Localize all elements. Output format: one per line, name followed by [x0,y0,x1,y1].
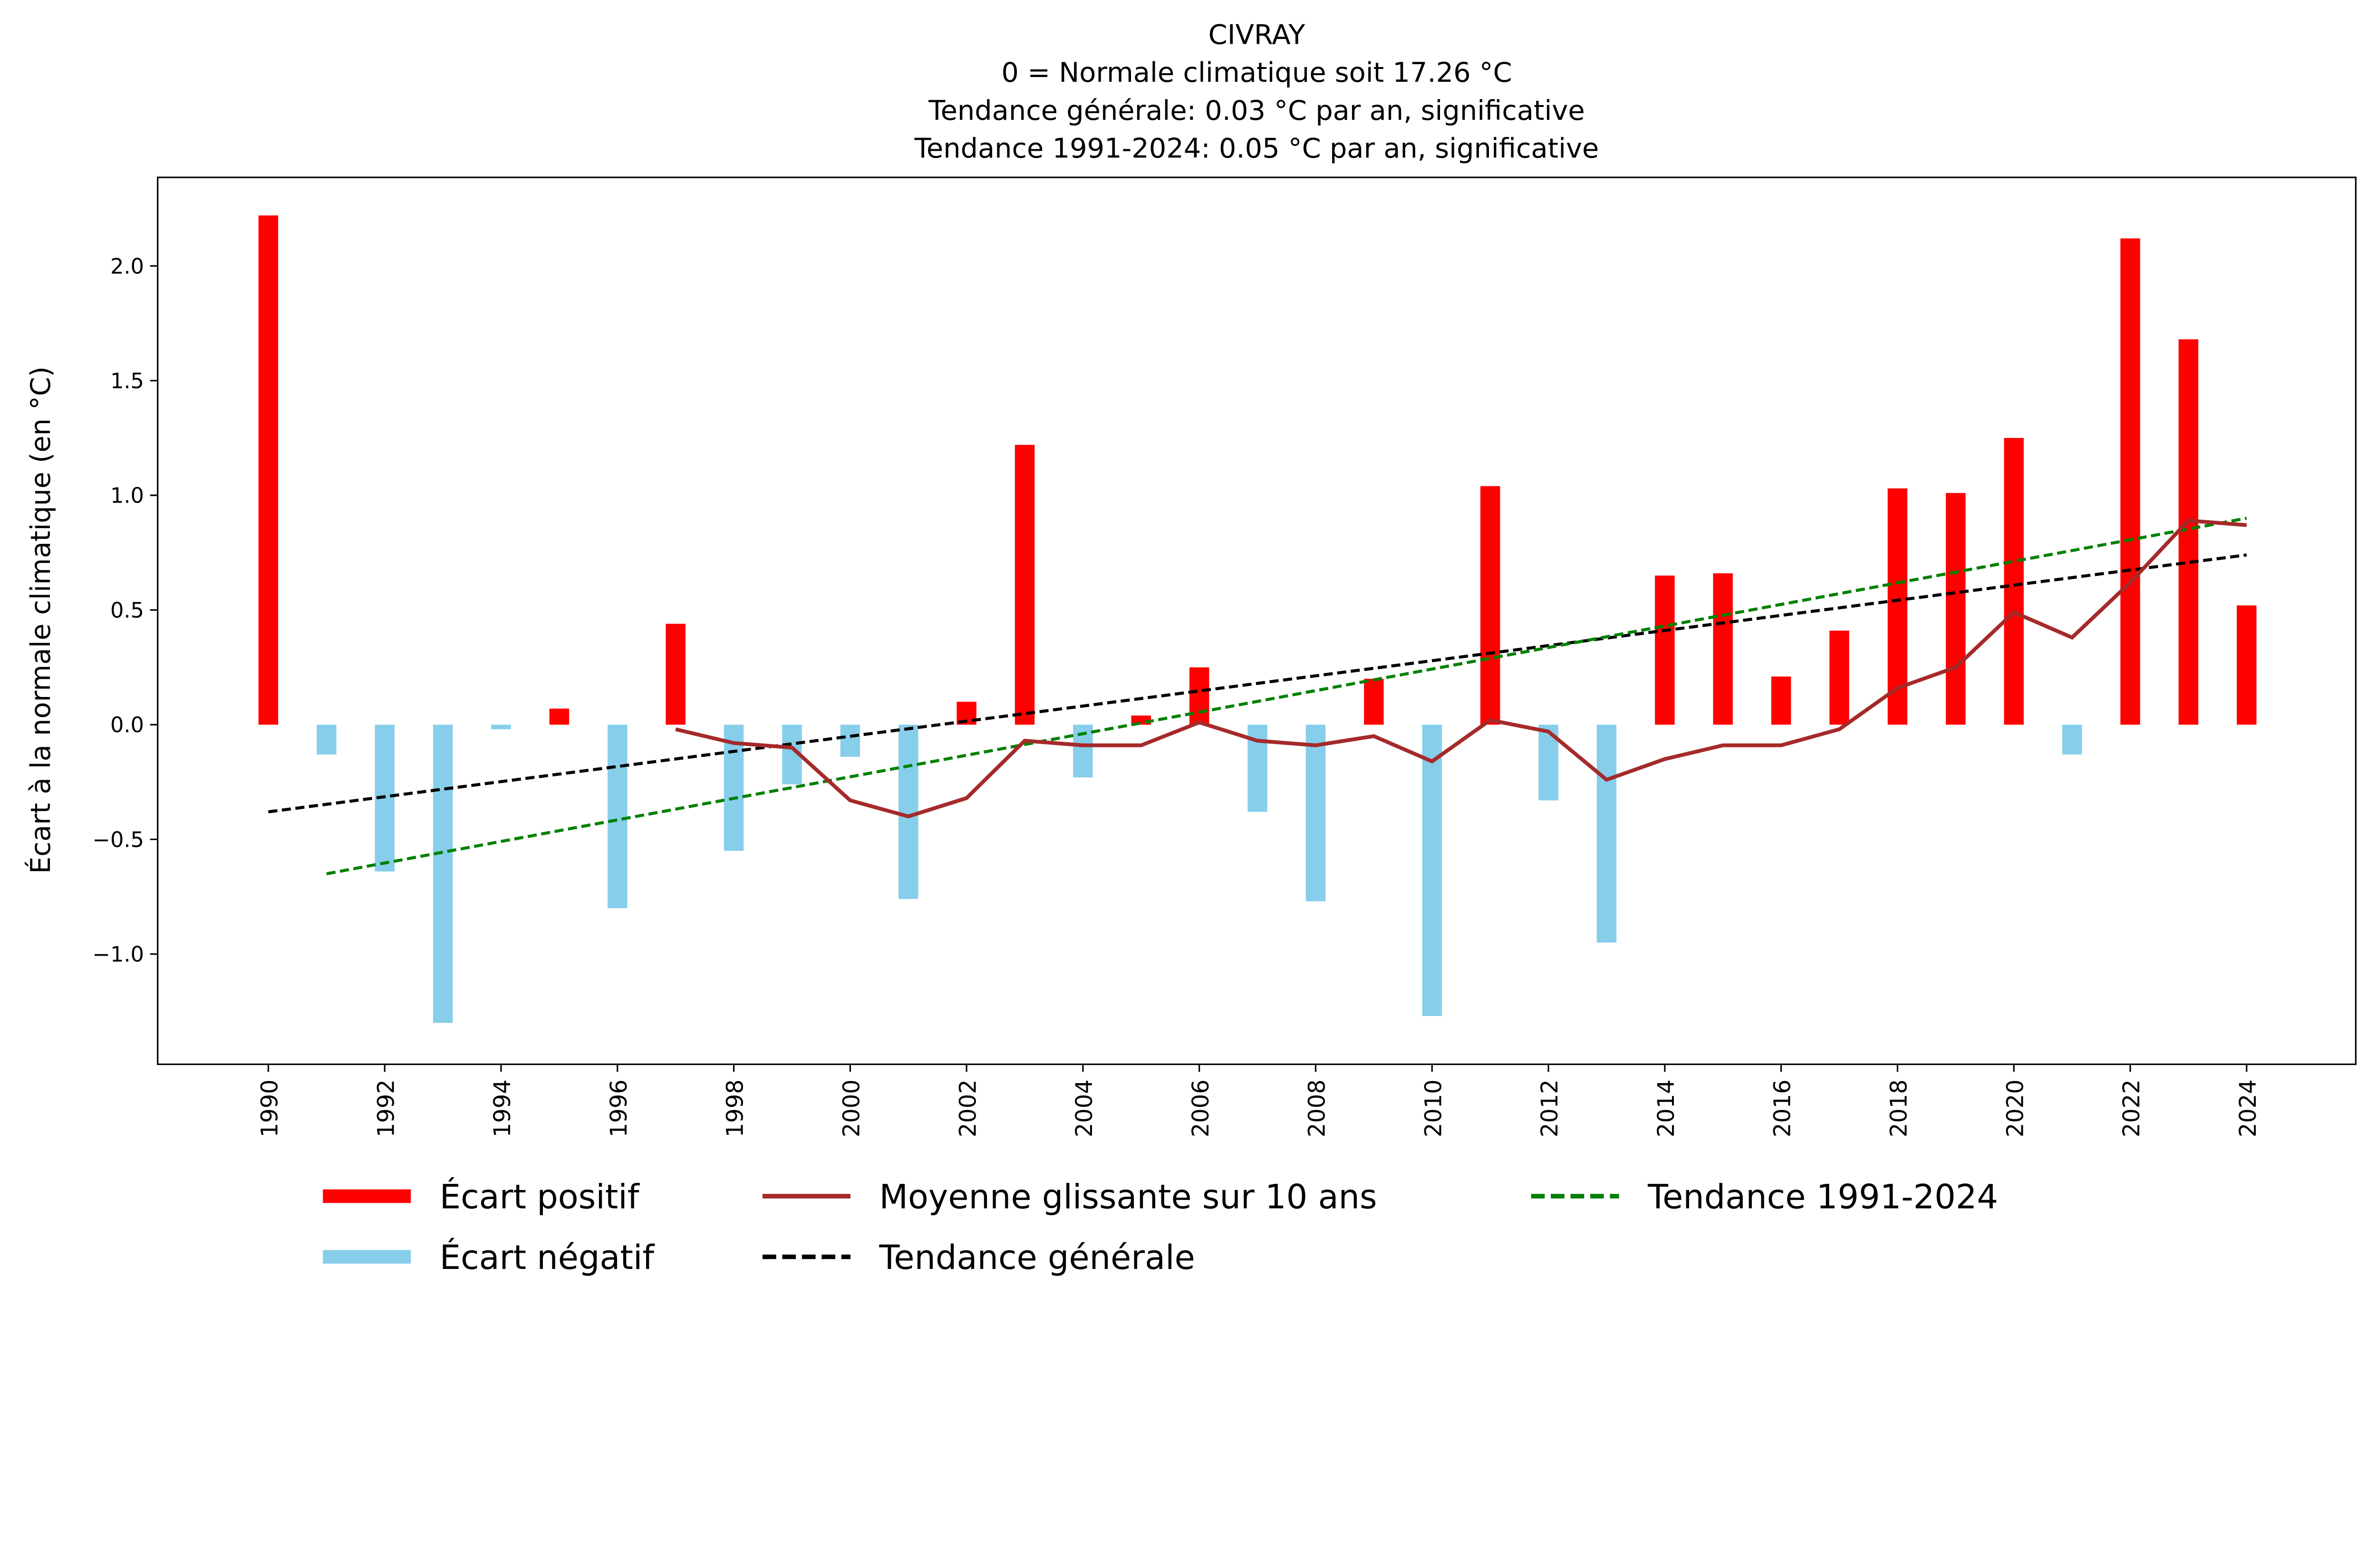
bar-positive-2019 [1946,493,1966,725]
bar-negative-1998 [724,725,744,851]
x-tick-label: 2004 [1072,1079,1098,1137]
chart-subtitle-1: 0 = Normale climatique soit 17.26 °C [1001,57,1512,88]
bar-negative-1994 [491,725,511,729]
legend-label-positive: Écart positif [440,1177,640,1216]
x-tick-label: 2014 [1653,1079,1680,1137]
x-tick-label: 1992 [373,1079,399,1137]
chart-title: CIVRAY [1208,19,1306,50]
bar-positive-2006 [1189,667,1209,725]
bar-positive-2003 [1015,445,1035,725]
bar-negative-2010 [1422,725,1442,1016]
legend-label-moving_average: Moyenne glissante sur 10 ans [879,1177,1377,1216]
x-tick-label: 2006 [1188,1079,1214,1137]
legend-label-negative: Écart négatif [440,1238,656,1277]
bar-positive-2020 [2004,438,2024,725]
moving-average-line [675,518,2247,819]
bar-positive-2011 [1480,486,1500,725]
y-tick-label: 2.0 [110,254,144,279]
x-tick-label: 2002 [955,1079,981,1137]
chart-subtitle-3: Tendance 1991-2024: 0.05 °C par an, sign… [914,133,1599,165]
x-tick-label: 2008 [1304,1079,1331,1137]
bar-positive-2016 [1771,676,1791,725]
bar-positive-2014 [1655,575,1675,725]
x-tick-label: 1990 [257,1079,283,1137]
bar-positive-1990 [258,215,279,725]
bar-positive-2023 [2178,339,2199,725]
bar-negative-2000 [840,725,860,757]
x-tick-label: 2020 [2002,1079,2029,1137]
bar-negative-2021 [2062,725,2082,755]
bar-negative-1996 [608,725,628,909]
bar-positive-2015 [1713,573,1733,725]
legend-label-trend_recent: Tendance 1991-2024 [1647,1177,1998,1216]
y-tick-label: −0.5 [93,827,144,852]
y-tick-label: 0.0 [110,713,144,737]
bar-positive-2024 [2237,605,2257,725]
bar-negative-2008 [1305,725,1326,901]
plot-frame [157,176,2357,1065]
x-tick-label: 1996 [606,1079,632,1137]
x-tick-label: 2000 [839,1079,865,1137]
trend-recent-line [326,516,2247,875]
x-tick-label: 2024 [2235,1079,2261,1137]
y-tick-label: 1.0 [110,484,144,508]
x-tick-label: 1998 [723,1079,749,1137]
bar-positive-2009 [1364,678,1384,725]
y-tick-label: −1.0 [93,942,144,967]
bar-positive-1997 [666,623,686,725]
background [0,0,2377,1317]
bar-negative-2013 [1596,725,1617,943]
y-axis-label: Écart à la normale climatique (en °C) [24,367,57,874]
bar-negative-1991 [317,725,337,755]
trend-general-line [268,553,2247,813]
x-tick-label: 2016 [1770,1079,1796,1137]
x-tick-label: 2022 [2119,1079,2145,1137]
chart: CIVRAY 0 = Normale climatique soit 17.26… [0,0,2377,1317]
x-tick-label: 1994 [490,1079,516,1137]
bar-positive-2022 [2120,238,2140,725]
bar-positive-2017 [1829,630,1849,725]
legend-label-trend_general: Tendance générale [879,1238,1195,1277]
legend: Écart positif Écart négatif Moyenne glissa… [323,1177,1998,1277]
y-tick-label: 0.5 [110,598,144,623]
x-tick-label: 2018 [1886,1079,1913,1137]
chart-subtitle-2: Tendance générale: 0.03 °C par an, signi… [928,95,1585,126]
bar-negative-1993 [433,725,453,1023]
x-tick-label: 2010 [1420,1079,1447,1137]
plot-area: −1.0 −0.5 0.0 0.5 1.0 1.5 2.0 1990 1992 1994 1996 1… [93,215,2261,1137]
bar-negative-2001 [899,725,918,899]
y-tick-label: 1.5 [110,368,144,393]
x-tick-label: 2012 [1537,1079,1563,1137]
bar-positive-1995 [549,708,570,725]
